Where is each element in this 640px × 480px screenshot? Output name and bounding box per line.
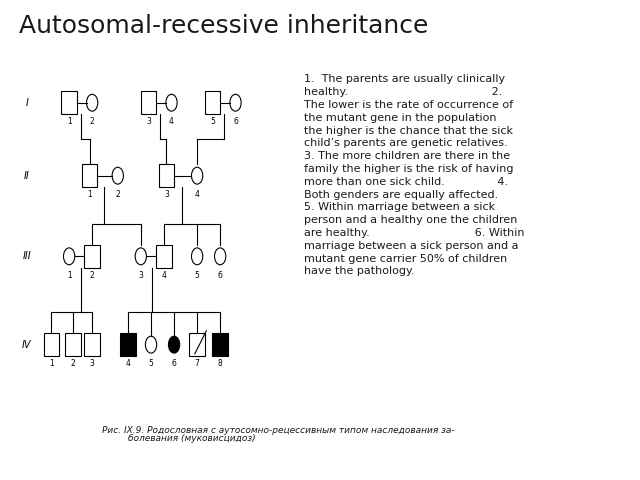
Text: 5: 5 [148, 359, 154, 368]
Text: 1: 1 [67, 117, 72, 126]
Text: 4: 4 [169, 117, 174, 126]
Text: 6: 6 [218, 271, 223, 280]
Circle shape [166, 94, 177, 111]
Text: 2: 2 [115, 190, 120, 199]
Text: 3: 3 [146, 117, 151, 126]
Text: Рис. IX.9. Родословная с аутосомно-рецессивным типом наследования за-: Рис. IX.9. Родословная с аутосомно-рецес… [102, 426, 455, 435]
Text: 4: 4 [161, 271, 166, 280]
Circle shape [112, 167, 124, 184]
Circle shape [63, 248, 75, 265]
Text: 1.  The parents are usually clinically
healthy.                                 : 1. The parents are usually clinically he… [304, 74, 525, 276]
Text: 5: 5 [210, 117, 215, 126]
Text: 1: 1 [67, 271, 72, 280]
Bar [189, 333, 205, 356]
Bar [120, 333, 136, 356]
Text: 6: 6 [172, 359, 177, 368]
Bar [65, 333, 81, 356]
Circle shape [230, 94, 241, 111]
Text: 7: 7 [195, 359, 200, 368]
Text: 4: 4 [195, 190, 200, 199]
Bar [141, 91, 156, 114]
Text: III: III [22, 252, 31, 261]
Bar [205, 91, 220, 114]
Text: 8: 8 [218, 359, 223, 368]
Bar [82, 164, 97, 187]
Text: болевания (муковисцидоз): болевания (муковисцидоз) [128, 434, 255, 444]
Text: II: II [24, 171, 29, 180]
Circle shape [191, 167, 203, 184]
Text: 6: 6 [233, 117, 238, 126]
Bar [159, 164, 174, 187]
Text: 2: 2 [70, 359, 76, 368]
Circle shape [168, 336, 180, 353]
Bar [84, 333, 100, 356]
Circle shape [135, 248, 147, 265]
Text: 2: 2 [90, 271, 95, 280]
Bar [156, 245, 172, 268]
Circle shape [191, 248, 203, 265]
Circle shape [86, 94, 98, 111]
Text: I: I [26, 98, 28, 108]
Bar [61, 91, 77, 114]
Bar [212, 333, 228, 356]
Text: 4: 4 [125, 359, 131, 368]
Text: 3: 3 [90, 359, 95, 368]
Text: IV: IV [22, 340, 31, 349]
Text: 1: 1 [49, 359, 54, 368]
Text: 2: 2 [90, 117, 95, 126]
Circle shape [145, 336, 157, 353]
Bar [44, 333, 59, 356]
Bar [84, 245, 100, 268]
Text: 1: 1 [87, 190, 92, 199]
Text: 5: 5 [195, 271, 200, 280]
Circle shape [214, 248, 226, 265]
Text: 3: 3 [138, 271, 143, 280]
Text: Autosomal-recessive inheritance: Autosomal-recessive inheritance [19, 14, 429, 38]
Text: 3: 3 [164, 190, 169, 199]
